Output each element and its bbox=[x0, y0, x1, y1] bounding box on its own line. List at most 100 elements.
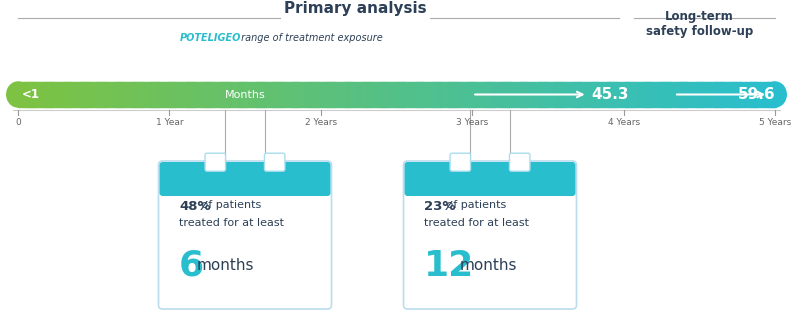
Bar bbox=[344, 82, 346, 107]
Bar bbox=[565, 82, 567, 107]
Bar bbox=[342, 82, 344, 107]
Bar bbox=[400, 82, 402, 107]
Bar bbox=[236, 82, 238, 107]
Bar bbox=[622, 82, 624, 107]
Bar bbox=[426, 82, 429, 107]
Bar bbox=[243, 82, 245, 107]
Bar bbox=[524, 82, 526, 107]
Bar bbox=[315, 82, 317, 107]
Bar bbox=[728, 82, 730, 107]
Bar bbox=[630, 82, 632, 107]
Text: of patients: of patients bbox=[443, 200, 507, 210]
Bar bbox=[512, 82, 514, 107]
Bar bbox=[402, 82, 405, 107]
Bar bbox=[733, 82, 736, 107]
Bar bbox=[681, 82, 683, 107]
Bar bbox=[516, 82, 518, 107]
Bar bbox=[94, 82, 96, 107]
Bar bbox=[620, 82, 622, 107]
Bar bbox=[744, 82, 747, 107]
Bar bbox=[332, 82, 335, 107]
Bar bbox=[688, 82, 690, 107]
Bar bbox=[52, 82, 54, 107]
Bar bbox=[217, 82, 219, 107]
Bar bbox=[281, 82, 284, 107]
Bar bbox=[147, 82, 149, 107]
Bar bbox=[717, 82, 719, 107]
Bar bbox=[764, 82, 766, 107]
Bar bbox=[264, 82, 266, 107]
Bar bbox=[162, 82, 164, 107]
Bar bbox=[132, 82, 134, 107]
Bar bbox=[383, 82, 386, 107]
Bar bbox=[186, 82, 189, 107]
Bar bbox=[699, 82, 701, 107]
Bar bbox=[627, 82, 630, 107]
Bar bbox=[645, 82, 647, 107]
Bar bbox=[163, 179, 328, 193]
Bar bbox=[122, 82, 124, 107]
Bar bbox=[120, 82, 123, 107]
Bar bbox=[597, 82, 599, 107]
Bar bbox=[273, 82, 276, 107]
Bar bbox=[33, 82, 36, 107]
Bar bbox=[306, 82, 308, 107]
Bar bbox=[654, 82, 656, 107]
Text: 5 Years: 5 Years bbox=[759, 118, 791, 127]
Bar bbox=[493, 82, 496, 107]
Bar bbox=[576, 82, 579, 107]
Text: 0: 0 bbox=[15, 118, 21, 127]
Bar bbox=[682, 82, 685, 107]
Bar bbox=[222, 82, 225, 107]
Bar bbox=[590, 82, 592, 107]
Bar bbox=[75, 82, 77, 107]
Bar bbox=[84, 82, 87, 107]
Bar bbox=[64, 82, 66, 107]
Bar bbox=[631, 82, 634, 107]
Bar bbox=[406, 82, 408, 107]
Bar bbox=[410, 82, 412, 107]
Bar bbox=[407, 179, 572, 193]
Bar bbox=[20, 82, 22, 107]
Bar bbox=[202, 82, 204, 107]
Bar bbox=[304, 82, 306, 107]
Ellipse shape bbox=[764, 82, 787, 107]
Bar bbox=[90, 82, 92, 107]
Bar bbox=[239, 82, 241, 107]
Bar bbox=[466, 82, 469, 107]
Bar bbox=[291, 82, 293, 107]
Bar bbox=[554, 82, 556, 107]
Bar bbox=[542, 82, 544, 107]
Bar bbox=[111, 82, 113, 107]
Bar bbox=[436, 82, 438, 107]
Bar bbox=[724, 82, 726, 107]
Bar bbox=[768, 82, 770, 107]
Bar bbox=[751, 82, 753, 107]
Bar bbox=[308, 82, 310, 107]
Bar bbox=[707, 82, 709, 107]
Bar bbox=[561, 82, 563, 107]
Text: 3 Years: 3 Years bbox=[456, 118, 489, 127]
Bar bbox=[677, 82, 679, 107]
Bar bbox=[137, 82, 139, 107]
Bar bbox=[393, 82, 395, 107]
Bar bbox=[338, 82, 340, 107]
Bar bbox=[446, 82, 448, 107]
Bar bbox=[453, 82, 456, 107]
Text: Primary analysis: Primary analysis bbox=[284, 1, 426, 16]
Bar bbox=[495, 82, 497, 107]
Bar bbox=[190, 82, 193, 107]
Bar bbox=[351, 82, 354, 107]
Bar bbox=[603, 82, 605, 107]
Bar bbox=[601, 82, 603, 107]
Bar bbox=[230, 82, 233, 107]
Bar bbox=[128, 82, 130, 107]
Bar bbox=[638, 82, 641, 107]
Bar bbox=[385, 82, 387, 107]
Bar bbox=[27, 82, 29, 107]
Bar bbox=[502, 82, 505, 107]
Bar bbox=[656, 82, 658, 107]
Text: months: months bbox=[460, 258, 517, 273]
Bar bbox=[31, 82, 33, 107]
Bar bbox=[472, 82, 474, 107]
